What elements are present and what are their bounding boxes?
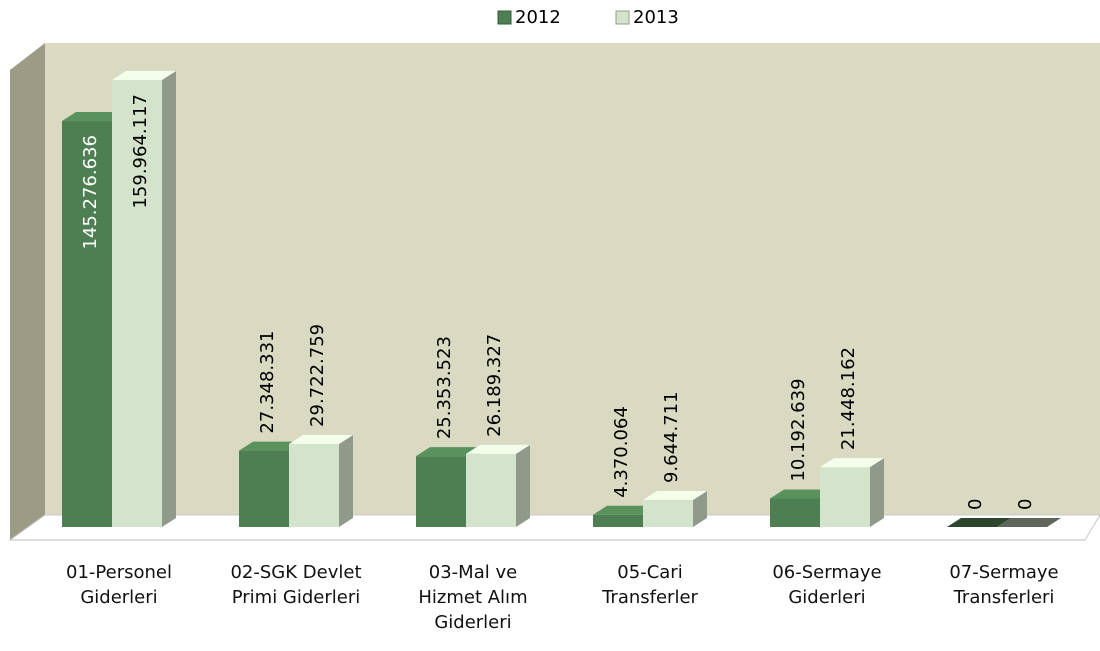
bar-top: [770, 489, 834, 499]
bar: [62, 121, 112, 527]
bar-side: [339, 434, 353, 527]
bar-side: [516, 444, 530, 527]
bar-side: [870, 458, 884, 527]
bar-top: [820, 458, 884, 468]
legend-swatch: [497, 10, 512, 25]
legend-label: 2013: [633, 7, 679, 28]
bar: [643, 500, 693, 527]
x-tick-label: 03-Mal ve Hizmet Alım Giderleri: [418, 562, 528, 633]
bar: [416, 456, 466, 527]
x-tick-label: 02-SGK Devlet Primi Giderleri: [230, 562, 362, 608]
bar: [593, 514, 643, 527]
bar-top: [466, 444, 530, 454]
bar-top: [947, 518, 1011, 527]
legend-label: 2012: [515, 7, 561, 28]
bar: [466, 453, 516, 527]
back-wall: [45, 43, 1100, 515]
bar-top: [643, 491, 707, 501]
data-label: 10.192.639: [788, 378, 809, 481]
bar-top: [289, 434, 353, 444]
data-label: 27.348.331: [257, 331, 278, 434]
side-wall: [10, 43, 45, 540]
bar: [820, 467, 870, 527]
data-label: 159.964.117: [130, 94, 151, 209]
data-label: 25.353.523: [434, 336, 455, 439]
bar: [112, 80, 162, 527]
x-tick-label: 06-Sermaye Giderleri: [772, 562, 882, 608]
bar-top: [997, 518, 1061, 527]
x-tick-label: 05-Cari Transferler: [602, 562, 698, 608]
data-label: 21.448.162: [838, 347, 859, 450]
data-label: 26.189.327: [484, 334, 505, 437]
bar-top: [112, 71, 176, 80]
data-label: 29.722.759: [307, 324, 328, 427]
x-tick-label: 01-Personel Giderleri: [66, 562, 172, 608]
bar-side: [162, 71, 176, 527]
data-label: 0: [965, 499, 986, 510]
bar-top: [62, 112, 126, 122]
data-label: 0: [1015, 499, 1036, 510]
bar: [289, 443, 339, 527]
data-label: 9.644.711: [661, 391, 682, 483]
data-label: 4.370.064: [611, 406, 632, 498]
legend-swatch: [615, 10, 630, 25]
x-tick-label: 07-Sermaye Transferleri: [949, 562, 1059, 608]
bar-top: [593, 505, 657, 515]
data-label: 145.276.636: [80, 135, 101, 250]
bar-side: [693, 491, 707, 527]
bar-top: [416, 447, 480, 457]
bar: [239, 450, 289, 527]
bar-top: [239, 441, 303, 451]
bar: [770, 498, 820, 527]
